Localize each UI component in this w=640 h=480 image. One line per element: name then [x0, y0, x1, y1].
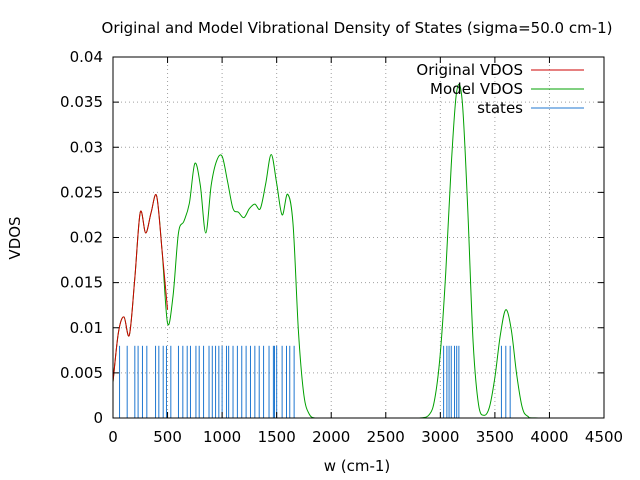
x-tick-label: 500	[153, 428, 182, 446]
x-tick-label: 4000	[530, 428, 568, 446]
legend-entry-original-vdos: Original VDOS	[416, 61, 584, 79]
x-tick-label: 1000	[203, 428, 241, 446]
y-tick-label: 0.015	[60, 274, 103, 292]
series-layer	[112, 83, 604, 419]
x-tick-label: 2000	[312, 428, 350, 446]
series-states	[119, 345, 511, 418]
legend-entry-model-vdos: Model VDOS	[430, 80, 584, 98]
y-tick-label: 0	[93, 409, 103, 427]
x-axis-label: w (cm-1)	[324, 457, 391, 475]
y-axis-label: VDOS	[6, 216, 24, 259]
axis-ticks: 0 500 1000 1500 2000 2500 3000 3500 4000 4500 0 0.0…	[60, 48, 623, 446]
y-tick-label: 0.01	[70, 319, 103, 337]
legend-entry-states: states	[477, 99, 584, 117]
y-tick-label: 0.02	[70, 229, 103, 247]
legend-label: states	[477, 99, 523, 117]
y-tick-label: 0.025	[60, 183, 103, 201]
plot-frame	[112, 56, 605, 419]
y-tick-label: 0.04	[70, 48, 103, 66]
model-vdos-line	[112, 83, 604, 419]
legend-label: Original VDOS	[416, 61, 523, 79]
y-tick-label: 0.005	[60, 364, 103, 382]
x-tick-label: 3500	[476, 428, 514, 446]
series-original-vdos	[112, 194, 169, 382]
series-model-vdos	[112, 83, 604, 419]
x-tick-label: 3000	[421, 428, 459, 446]
x-tick-label: 4500	[585, 428, 623, 446]
original-vdos-line	[112, 194, 169, 382]
grid	[113, 57, 604, 418]
x-tick-label: 2500	[367, 428, 405, 446]
legend-label: Model VDOS	[430, 80, 523, 98]
x-tick-label: 0	[108, 428, 118, 446]
x-tick-label: 1500	[258, 428, 296, 446]
chart-title: Original and Model Vibrational Density o…	[102, 19, 613, 37]
y-tick-label: 0.03	[70, 138, 103, 156]
y-tick-label: 0.035	[60, 93, 103, 111]
